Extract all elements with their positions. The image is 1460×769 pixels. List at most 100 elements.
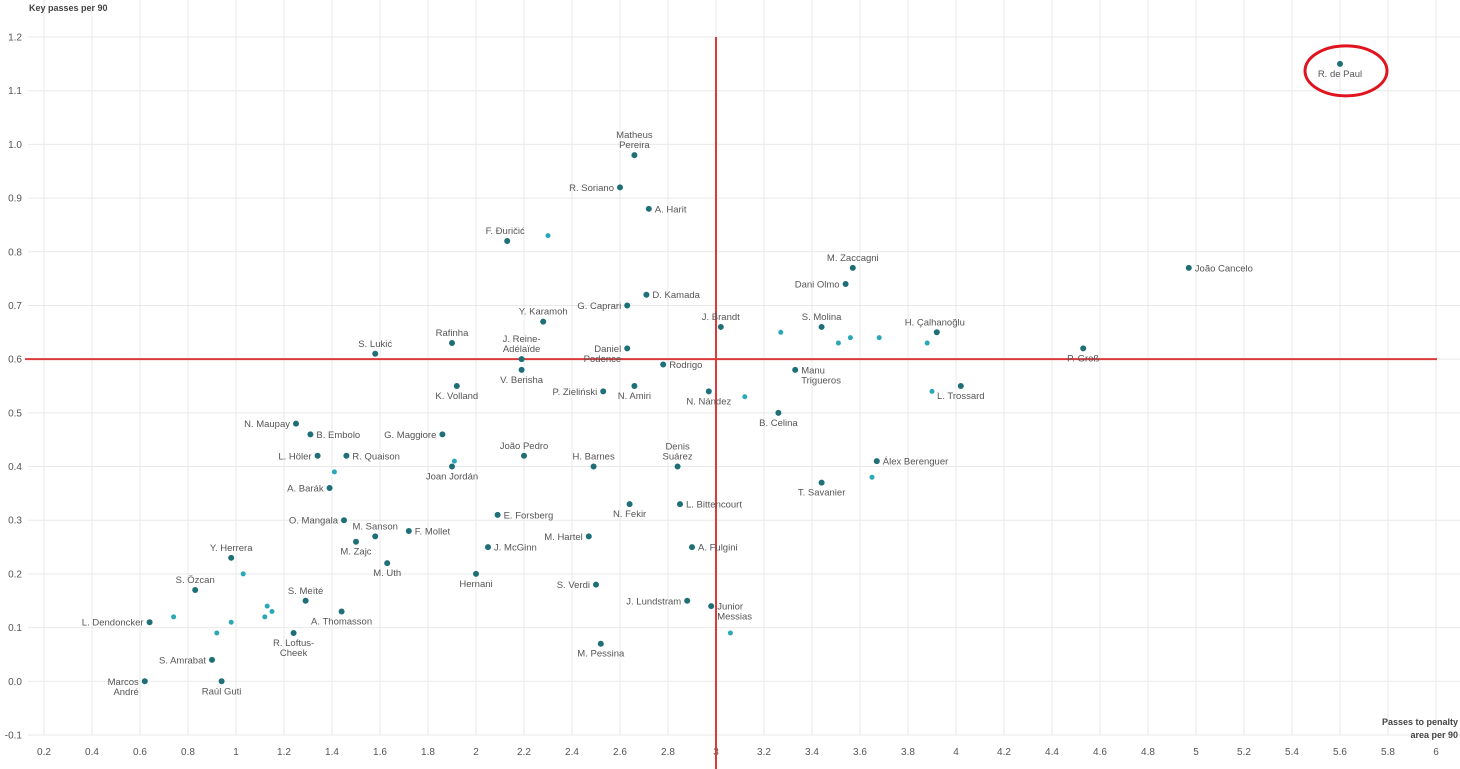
y-tick-label: 1.1 xyxy=(8,86,22,97)
data-point xyxy=(473,570,479,577)
y-tick-label: 1.2 xyxy=(8,33,22,44)
point-label: L. Dendoncker xyxy=(82,618,144,629)
point-label: R. de Paul xyxy=(1318,69,1362,80)
highlight xyxy=(1303,44,1389,98)
point-label: N. Nández xyxy=(686,396,731,407)
x-tick-label: 5.4 xyxy=(1285,747,1299,758)
y-tick-label: 0.9 xyxy=(8,194,22,205)
x-axis-title-line1: Passes to penalty xyxy=(1382,717,1458,727)
data-point xyxy=(677,501,683,508)
data-point xyxy=(485,544,491,551)
data-point xyxy=(353,538,359,545)
data-point xyxy=(293,420,299,427)
point-label: M. Sanson xyxy=(352,521,397,532)
point-label: Junior xyxy=(717,602,743,613)
point-label: Podence xyxy=(584,354,622,365)
x-tick-label: 4.8 xyxy=(1141,747,1155,758)
point-label: A. Fulgini xyxy=(698,543,738,554)
data-point xyxy=(792,366,799,373)
x-tick-label: 3.2 xyxy=(757,747,771,758)
point-label: Daniel xyxy=(594,344,621,355)
y-tick-label: 0.6 xyxy=(8,355,22,366)
x-axis-title-line2: area per 90 xyxy=(1410,730,1458,740)
reference-lines xyxy=(25,37,1437,769)
point-label: Adélaïde xyxy=(503,344,541,355)
data-point xyxy=(209,656,215,663)
point-label: N. Amiri xyxy=(618,391,651,402)
point-label: L. Höler xyxy=(278,451,311,462)
y-tick-label: -0.1 xyxy=(5,731,23,742)
y-axis-title: Key passes per 90 xyxy=(29,3,108,13)
point-label: Joan Jordán xyxy=(426,472,478,483)
data-point xyxy=(405,527,412,534)
x-tick-label: 2.2 xyxy=(517,747,531,758)
data-point xyxy=(873,458,880,465)
x-tick-label: 0.2 xyxy=(37,747,51,758)
point-label: Pereira xyxy=(619,140,650,151)
data-point xyxy=(290,629,297,636)
point-label: S. Meïté xyxy=(288,586,323,597)
point-label: Trigueros xyxy=(801,375,841,386)
data-point xyxy=(302,597,309,604)
data-point xyxy=(343,452,350,459)
data-point xyxy=(624,345,631,352)
point-label: D. Kamada xyxy=(652,290,700,301)
point-label: S. Lukić xyxy=(358,339,392,350)
point-label: Denis xyxy=(665,442,690,453)
point-label: P. Zieliński xyxy=(552,387,597,398)
data-point xyxy=(192,587,199,594)
data-point xyxy=(262,614,268,620)
point-label: Y. Herrera xyxy=(210,543,253,554)
data-point xyxy=(269,609,275,615)
data-point xyxy=(307,431,314,438)
point-label: Matheus xyxy=(616,130,653,141)
x-tick-label: 3.4 xyxy=(805,747,819,758)
x-tick-label: 4.6 xyxy=(1093,747,1107,758)
data-point xyxy=(545,233,551,239)
data-point xyxy=(1337,60,1343,67)
x-tick-label: 2 xyxy=(473,747,479,758)
data-point xyxy=(449,340,455,347)
x-tick-label: 5 xyxy=(1193,747,1199,758)
point-label: B. Embolo xyxy=(316,430,360,441)
data-point xyxy=(494,511,501,518)
y-tick-label: 0.5 xyxy=(8,408,22,419)
data-point xyxy=(590,463,597,470)
point-label: O. Mangala xyxy=(289,516,339,527)
x-tick-label: 1.4 xyxy=(325,747,339,758)
point-label: G. Maggiore xyxy=(384,430,436,441)
data-point xyxy=(214,630,220,636)
data-point xyxy=(326,485,333,492)
data-point xyxy=(384,560,391,567)
y-tick-label: 0.4 xyxy=(8,462,22,473)
point-label: P. Groß xyxy=(1067,353,1099,364)
data-point xyxy=(585,533,592,540)
data-point xyxy=(521,452,527,459)
x-tick-label: 3.8 xyxy=(901,747,915,758)
data-point xyxy=(847,335,853,341)
point-label: J. McGinn xyxy=(494,543,537,554)
point-label: Messias xyxy=(717,612,752,623)
data-point xyxy=(705,388,712,395)
point-label: Y. Karamoh xyxy=(519,307,568,318)
x-tick-label: 4.2 xyxy=(997,747,1011,758)
data-point xyxy=(372,350,379,357)
data-point xyxy=(453,383,460,389)
data-point xyxy=(451,458,457,464)
point-label: Dani Olmo xyxy=(795,279,840,290)
x-tick-label: 5.2 xyxy=(1237,747,1251,758)
point-label: Cheek xyxy=(280,648,308,659)
point-label: R. Quaison xyxy=(352,451,400,462)
data-point xyxy=(645,205,652,212)
point-label: M. Pessina xyxy=(577,649,625,660)
data-point xyxy=(240,571,246,577)
point-label: T. Savanier xyxy=(798,488,846,499)
point-label: N. Maupay xyxy=(244,419,290,430)
data-point xyxy=(218,678,225,685)
point-label: Manu xyxy=(801,365,825,376)
data-point xyxy=(689,544,695,551)
point-label: B. Celina xyxy=(759,418,798,429)
x-tick-label: 1 xyxy=(233,747,239,758)
